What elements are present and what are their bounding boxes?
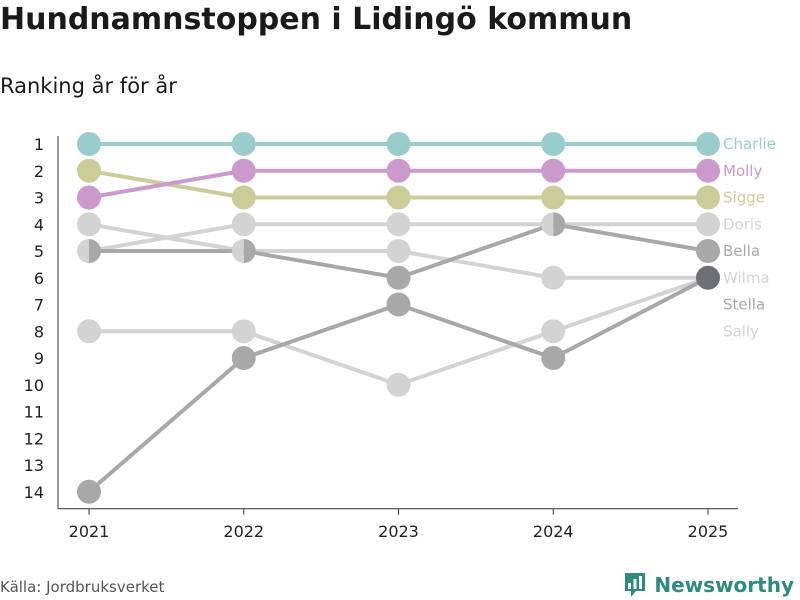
series-label-sally: Sally bbox=[723, 322, 759, 340]
data-point-stella bbox=[231, 346, 256, 370]
data-point-sigge bbox=[386, 185, 411, 210]
data-point-doris bbox=[541, 265, 566, 290]
data-point-doris bbox=[77, 212, 101, 237]
source-note: Källa: Jordbruksverket bbox=[0, 578, 165, 596]
y-tick-label: 10 bbox=[24, 376, 44, 395]
data-point-bella bbox=[696, 239, 720, 263]
data-point-sally bbox=[231, 319, 256, 344]
data-point-sally bbox=[386, 372, 411, 397]
page-subtitle: Ranking år för år bbox=[0, 74, 177, 98]
data-point-bella bbox=[553, 212, 566, 237]
y-tick-label: 7 bbox=[34, 296, 44, 315]
series-label-wilma: Wilma bbox=[723, 269, 770, 287]
y-tick-label: 9 bbox=[34, 349, 44, 368]
data-point-sally bbox=[77, 319, 101, 344]
x-tick-label: 2024 bbox=[533, 522, 574, 541]
y-tick-label: 14 bbox=[24, 483, 44, 502]
x-tick-label: 2023 bbox=[378, 522, 419, 541]
data-point-charlie bbox=[231, 132, 256, 156]
bar-chart-logo-icon bbox=[625, 573, 646, 597]
data-point-charlie bbox=[541, 132, 566, 156]
data-point-sally bbox=[541, 319, 566, 344]
data-point-wilma bbox=[541, 212, 554, 237]
data-point-molly bbox=[386, 158, 411, 183]
page-title: Hundnamnstoppen i Lidingö kommun bbox=[0, 2, 633, 37]
data-point-charlie bbox=[696, 132, 720, 156]
data-point-charlie bbox=[386, 132, 411, 156]
brand-logo: Newsworthy bbox=[623, 570, 794, 600]
data-point-stella bbox=[77, 479, 101, 504]
data-point-bella bbox=[386, 265, 411, 290]
x-tick-label: 2021 bbox=[69, 522, 110, 541]
x-tick-label: 2022 bbox=[223, 522, 264, 541]
data-point-molly bbox=[77, 185, 101, 210]
data-point-doris bbox=[231, 239, 244, 263]
data-point-molly bbox=[541, 158, 566, 183]
y-tick-label: 5 bbox=[34, 242, 44, 261]
data-point-sigge bbox=[541, 185, 566, 210]
data-point-sigge bbox=[696, 185, 720, 210]
data-point-bella bbox=[243, 239, 256, 263]
data-point-wilma bbox=[77, 239, 89, 263]
data-point-sigge bbox=[231, 185, 256, 210]
data-point-sigge bbox=[77, 158, 101, 183]
data-point-wilma bbox=[231, 212, 256, 237]
series-label-bella: Bella bbox=[723, 242, 760, 260]
data-point-tie bbox=[696, 265, 720, 290]
series-label-doris: Doris bbox=[723, 215, 762, 233]
series-label-molly: Molly bbox=[723, 162, 762, 180]
data-point-doris bbox=[386, 239, 411, 263]
data-point-bella bbox=[89, 239, 101, 263]
data-point-molly bbox=[231, 158, 256, 183]
y-tick-label: 4 bbox=[34, 215, 44, 234]
x-tick-label: 2025 bbox=[688, 522, 729, 541]
y-tick-label: 11 bbox=[24, 403, 44, 422]
y-tick-label: 3 bbox=[34, 189, 44, 208]
data-point-molly bbox=[696, 158, 720, 183]
data-point-charlie bbox=[77, 132, 101, 156]
data-point-stella bbox=[541, 346, 566, 370]
series-label-charlie: Charlie bbox=[723, 135, 776, 153]
data-point-stella bbox=[386, 292, 411, 317]
y-tick-label: 8 bbox=[34, 322, 44, 341]
data-point-wilma bbox=[696, 212, 720, 237]
data-point-wilma bbox=[386, 212, 411, 237]
series-label-stella: Stella bbox=[723, 296, 765, 314]
y-tick-label: 2 bbox=[34, 162, 44, 181]
series-label-sigge: Sigge bbox=[723, 189, 765, 207]
y-tick-label: 6 bbox=[34, 269, 44, 288]
brand-name: Newsworthy bbox=[654, 573, 794, 597]
y-tick-label: 12 bbox=[24, 429, 44, 448]
y-tick-label: 1 bbox=[34, 135, 44, 154]
y-tick-label: 13 bbox=[24, 456, 44, 475]
